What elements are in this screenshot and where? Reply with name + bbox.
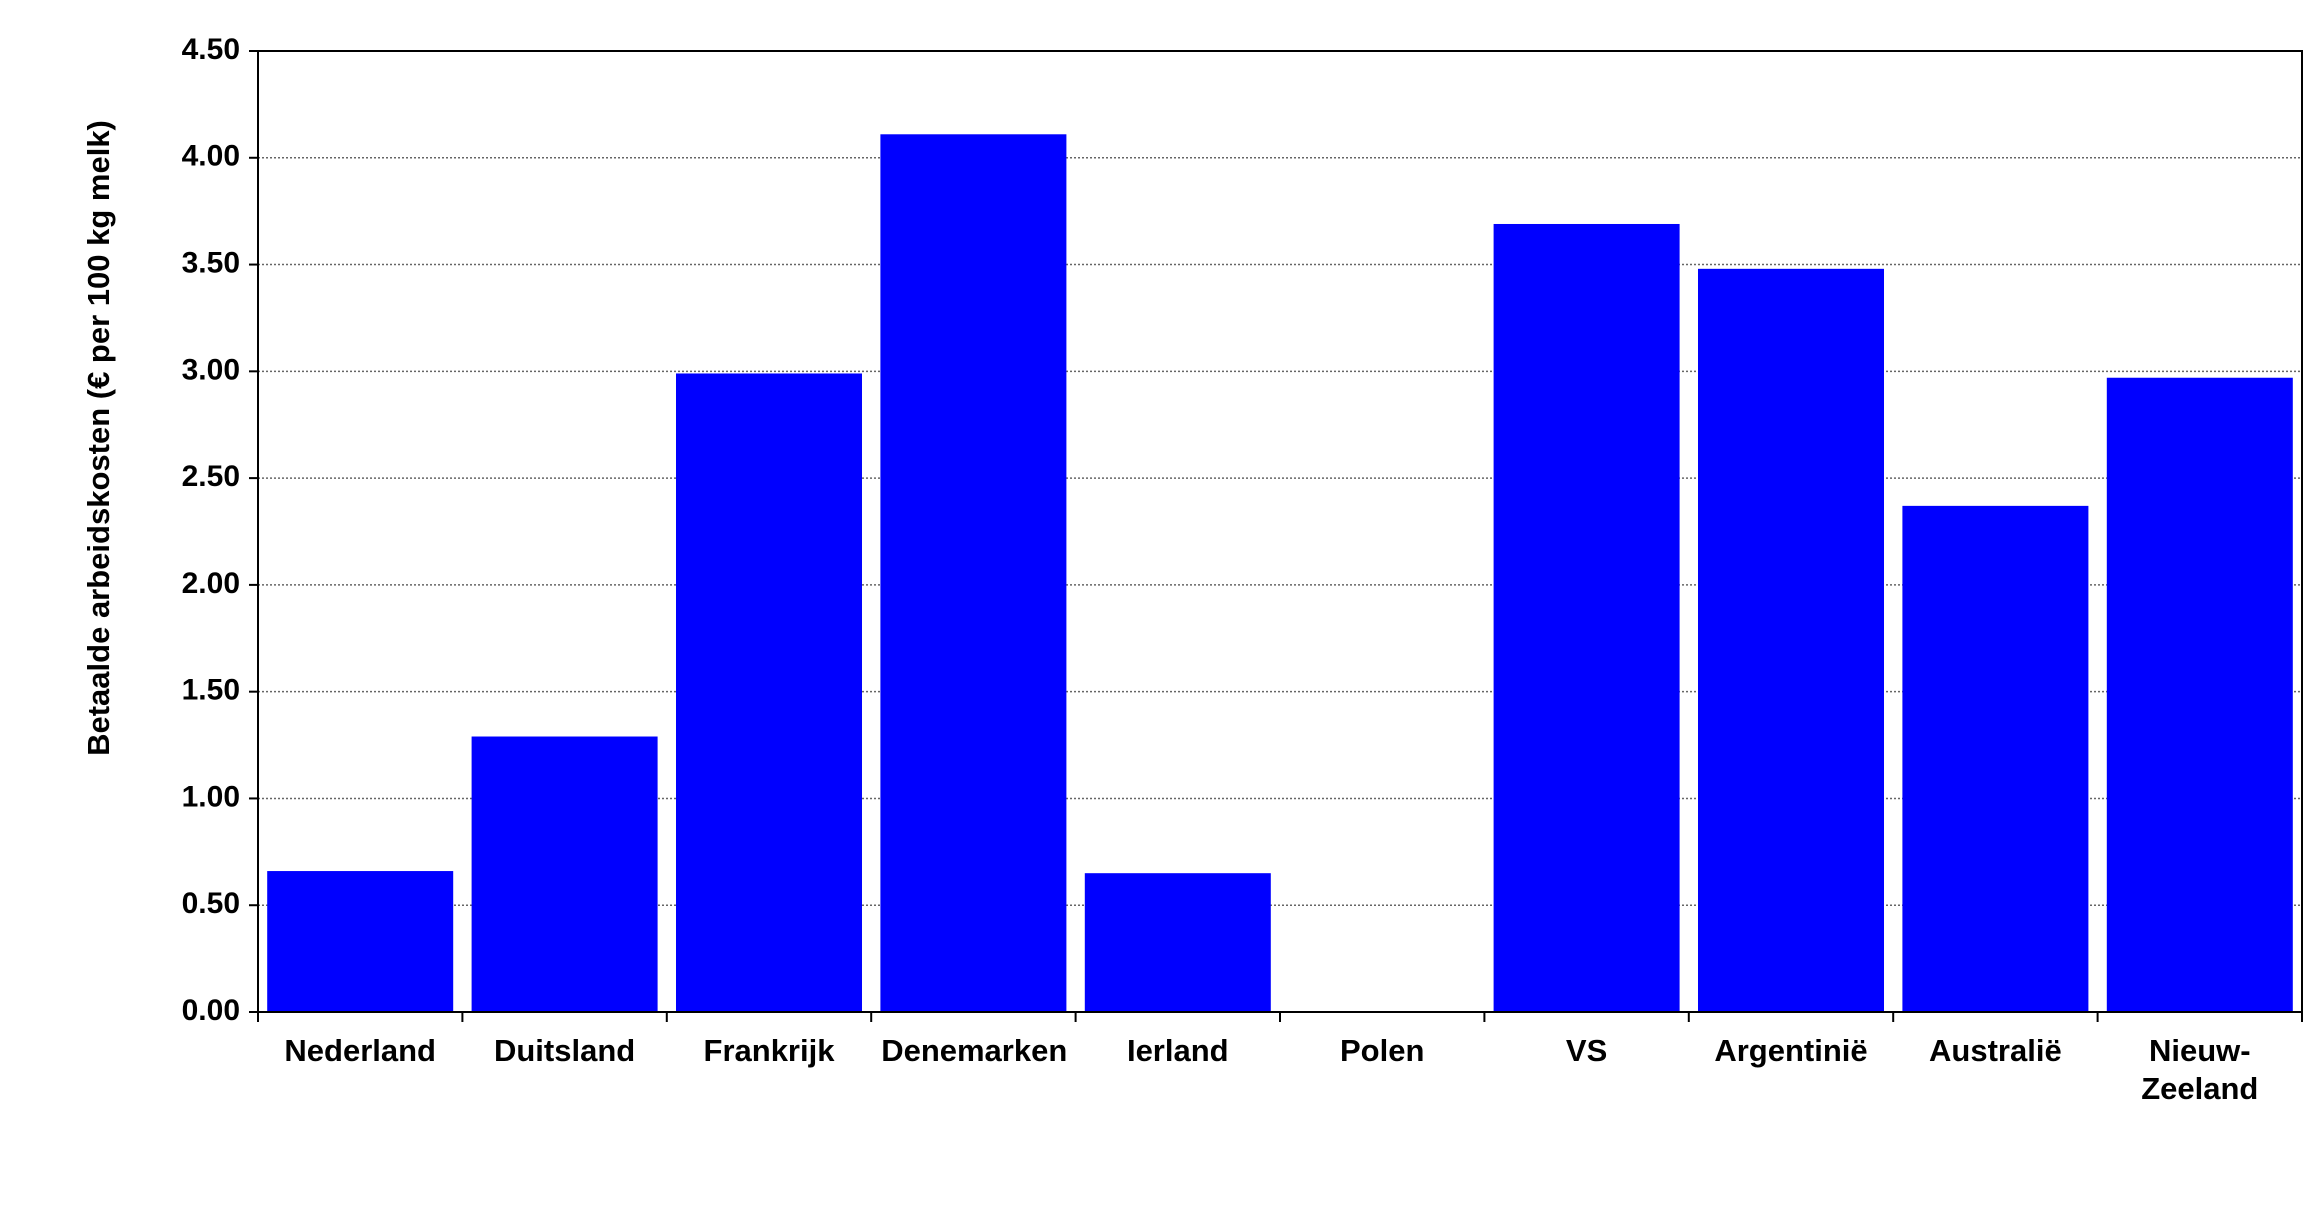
x-tick-label: Duitsland xyxy=(493,1033,636,1068)
bar xyxy=(267,871,454,1012)
bar xyxy=(1084,873,1271,1012)
bar xyxy=(471,736,658,1012)
bar xyxy=(1493,223,1680,1013)
y-tick-label: 0.00 xyxy=(182,994,240,1027)
y-tick-label: 4.50 xyxy=(182,33,240,66)
x-tick-label: Frankrijk xyxy=(703,1033,835,1068)
bar xyxy=(675,373,863,1013)
x-tick-label: Ierland xyxy=(1126,1033,1229,1068)
x-tick-label: Australië xyxy=(1929,1033,2062,1068)
plot-frame xyxy=(257,50,2303,1013)
x-tick-label: Denemarken xyxy=(881,1033,1068,1068)
y-tick-label: 3.00 xyxy=(182,353,240,386)
y-tick-label: 4.00 xyxy=(182,140,240,173)
y-tick-label: 0.50 xyxy=(182,887,240,920)
bar xyxy=(2106,377,2293,1012)
y-tick-label: 3.50 xyxy=(182,246,240,279)
y-tick-label: 2.50 xyxy=(182,460,240,493)
y-tick-label: 2.00 xyxy=(182,567,240,600)
bar xyxy=(1697,268,1885,1012)
x-tick-label: Polen xyxy=(1339,1033,1425,1068)
x-tick-label: Argentinië xyxy=(1714,1033,1868,1068)
x-tick-label: Nieuw-Zeeland xyxy=(2141,1033,2259,1106)
y-tick-label: 1.50 xyxy=(182,674,240,707)
y-axis-label: Betaalde arbeidskosten (€ per 100 kg mel… xyxy=(81,120,116,756)
bar xyxy=(880,134,1067,1012)
bar xyxy=(1902,505,2089,1012)
y-tick-label: 1.00 xyxy=(182,780,240,813)
x-tick-label: VS xyxy=(1565,1033,1608,1068)
x-tick-label: Nederland xyxy=(284,1033,436,1068)
